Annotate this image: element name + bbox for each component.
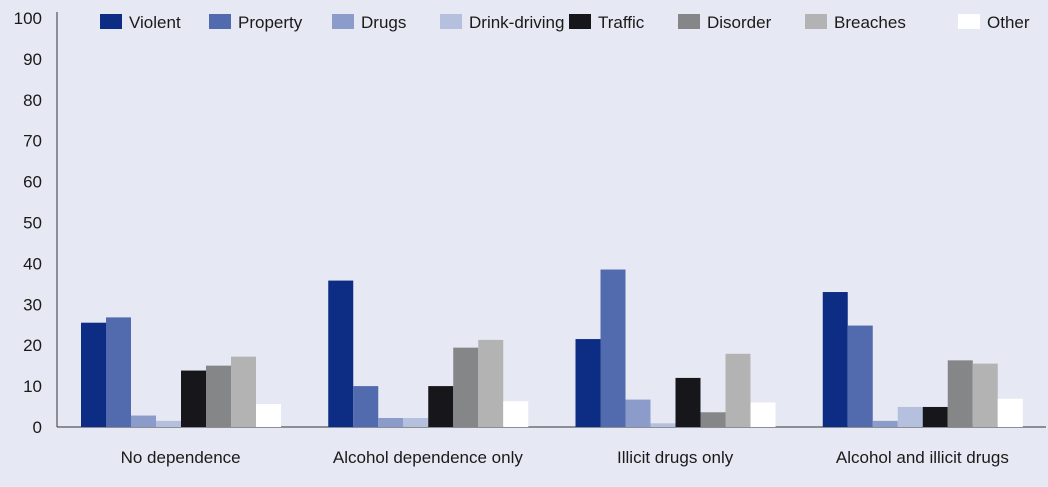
- bar-disorder: [947, 360, 973, 427]
- bars: [81, 269, 1023, 427]
- bar-other: [256, 404, 281, 427]
- legend-label: Traffic: [598, 13, 645, 32]
- bar-breaches: [972, 363, 998, 427]
- legend-swatch: [100, 14, 122, 29]
- bar-disorder: [700, 412, 726, 427]
- bar-breaches: [478, 339, 504, 427]
- bar-property: [353, 386, 379, 427]
- legend-swatch: [569, 14, 591, 29]
- bar-breaches: [231, 356, 256, 427]
- y-tick-label: 20: [23, 336, 42, 355]
- bar-drugs: [131, 415, 156, 427]
- bar-drink-driving: [897, 406, 923, 427]
- y-tick-label: 10: [23, 377, 42, 396]
- bar-drink-driving: [650, 423, 676, 427]
- x-tick-label: Illicit drugs only: [617, 448, 734, 467]
- legend: Violent Property Drugs Drink-driving Traffic…: [100, 13, 1030, 32]
- x-tick-label: No dependence: [121, 448, 241, 467]
- bar-drugs: [872, 420, 898, 427]
- legend-label: Violent: [129, 13, 181, 32]
- bar-traffic: [181, 370, 206, 427]
- bar-other: [750, 402, 776, 427]
- bar-disorder: [453, 347, 479, 427]
- bar-traffic: [675, 377, 701, 427]
- legend-label: Other: [987, 13, 1030, 32]
- bar-drugs: [625, 399, 651, 427]
- bar-drugs: [378, 418, 404, 427]
- bar-disorder: [206, 365, 231, 427]
- legend-label: Property: [238, 13, 303, 32]
- y-tick-label: 60: [23, 173, 42, 192]
- bar-violent: [328, 280, 354, 427]
- y-tick-label: 50: [23, 214, 42, 233]
- y-tick-label: 0: [33, 418, 42, 437]
- bar-violent: [822, 292, 848, 427]
- legend-swatch: [678, 14, 700, 29]
- bar-traffic: [428, 386, 454, 427]
- legend-swatch: [209, 14, 231, 29]
- legend-swatch: [805, 14, 827, 29]
- bar-other: [503, 401, 529, 427]
- y-tick-label: 40: [23, 254, 42, 273]
- bar-property: [106, 317, 131, 427]
- legend-label: Drink-driving: [469, 13, 564, 32]
- bar-traffic: [922, 406, 948, 427]
- legend-label: Breaches: [834, 13, 906, 32]
- bar-breaches: [725, 353, 751, 427]
- y-axis: 0 10 20 30 40 50 60 70 80 90 100: [14, 9, 58, 437]
- bar-violent: [81, 322, 106, 427]
- x-tick-label: Alcohol dependence only: [333, 448, 523, 467]
- y-tick-label: 100: [14, 9, 42, 28]
- legend-label: Drugs: [361, 13, 406, 32]
- bar-property: [600, 269, 626, 427]
- bar-drink-driving: [156, 420, 181, 427]
- y-tick-label: 30: [23, 295, 42, 314]
- bar-drink-driving: [403, 418, 429, 427]
- legend-swatch: [332, 14, 354, 29]
- x-tick-label: Alcohol and illicit drugs: [836, 448, 1009, 467]
- bar-violent: [575, 339, 601, 427]
- legend-label: Disorder: [707, 13, 772, 32]
- y-tick-label: 70: [23, 132, 42, 151]
- legend-swatch: [440, 14, 462, 29]
- bar-property: [847, 325, 873, 427]
- y-tick-label: 80: [23, 91, 42, 110]
- bar-other: [997, 398, 1023, 427]
- y-tick-label: 90: [23, 50, 42, 69]
- legend-swatch: [958, 14, 980, 29]
- x-axis: No dependence Alcohol dependence only Illi…: [57, 426, 1046, 467]
